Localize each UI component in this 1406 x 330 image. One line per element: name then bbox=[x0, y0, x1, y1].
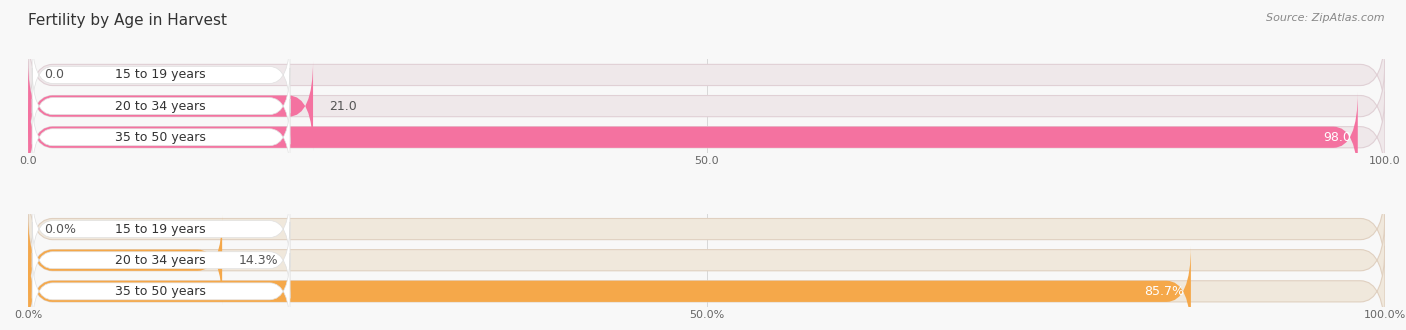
Text: 0.0%: 0.0% bbox=[45, 222, 76, 236]
FancyBboxPatch shape bbox=[28, 92, 1358, 183]
Text: 15 to 19 years: 15 to 19 years bbox=[115, 68, 205, 82]
FancyBboxPatch shape bbox=[28, 215, 222, 306]
FancyBboxPatch shape bbox=[28, 29, 1385, 120]
Text: Fertility by Age in Harvest: Fertility by Age in Harvest bbox=[28, 13, 228, 28]
FancyBboxPatch shape bbox=[28, 246, 1385, 330]
FancyBboxPatch shape bbox=[32, 191, 290, 267]
FancyBboxPatch shape bbox=[32, 68, 290, 144]
Text: 15 to 19 years: 15 to 19 years bbox=[115, 222, 205, 236]
FancyBboxPatch shape bbox=[32, 222, 290, 298]
FancyBboxPatch shape bbox=[28, 61, 1385, 151]
FancyBboxPatch shape bbox=[28, 215, 1385, 306]
FancyBboxPatch shape bbox=[32, 99, 290, 176]
Text: 20 to 34 years: 20 to 34 years bbox=[115, 100, 205, 113]
Text: 0.0: 0.0 bbox=[45, 68, 65, 82]
Text: 21.0: 21.0 bbox=[329, 100, 357, 113]
FancyBboxPatch shape bbox=[32, 253, 290, 330]
Text: 20 to 34 years: 20 to 34 years bbox=[115, 254, 205, 267]
FancyBboxPatch shape bbox=[28, 92, 1385, 183]
FancyBboxPatch shape bbox=[28, 246, 1191, 330]
Text: 14.3%: 14.3% bbox=[239, 254, 278, 267]
FancyBboxPatch shape bbox=[28, 61, 314, 151]
Text: 85.7%: 85.7% bbox=[1144, 285, 1184, 298]
Text: Source: ZipAtlas.com: Source: ZipAtlas.com bbox=[1267, 13, 1385, 23]
Text: 35 to 50 years: 35 to 50 years bbox=[115, 285, 205, 298]
Text: 35 to 50 years: 35 to 50 years bbox=[115, 131, 205, 144]
FancyBboxPatch shape bbox=[28, 183, 1385, 275]
Text: 98.0: 98.0 bbox=[1323, 131, 1351, 144]
FancyBboxPatch shape bbox=[32, 37, 290, 113]
